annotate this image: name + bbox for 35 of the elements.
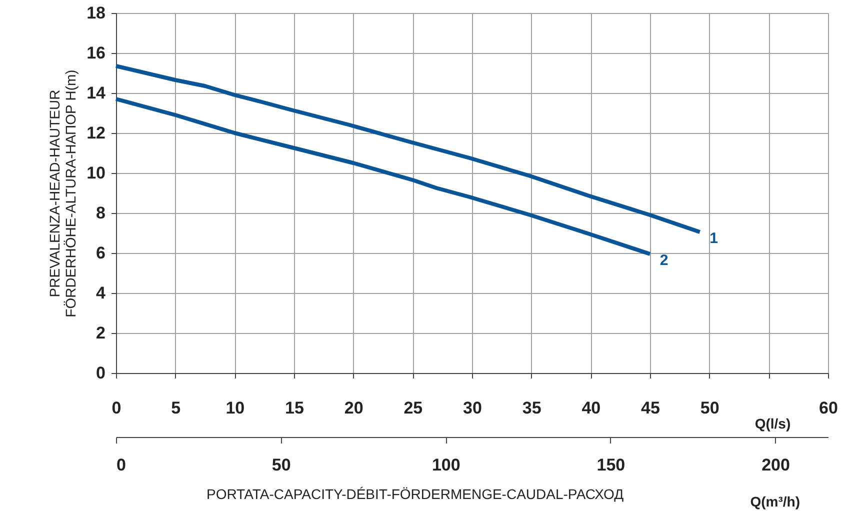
series-label: 2 [660, 252, 668, 269]
x-tick-label: 60 [819, 398, 838, 418]
x-tick-label: 30 [463, 398, 482, 418]
y-tick-label: 0 [96, 364, 106, 382]
y-tick-label: 8 [96, 204, 106, 222]
x-tick-label: 45 [641, 398, 660, 418]
x-tick-label: 25 [404, 398, 423, 418]
x-tick-label: 50 [700, 398, 720, 418]
y-tick-label: 18 [86, 4, 106, 22]
y-tick-label: 12 [86, 124, 106, 142]
y-tick-label: 6 [96, 244, 106, 262]
x2-tick-label: 150 [596, 456, 626, 474]
x-tick-label: 0 [112, 398, 122, 418]
line-series [114, 64, 702, 234]
x-tick-label: 20 [344, 398, 364, 418]
y-axis-title: PREVALENZA-HEAD-HAUTEUR FÖRDERHÖHE-ALTURA-НАПОР H(m) [46, 70, 79, 318]
y-tick-label: 16 [86, 44, 106, 62]
x-tick-label: 40 [582, 398, 601, 418]
x2-tick-label: 0 [116, 456, 126, 474]
x2-tick-label: 200 [762, 456, 790, 474]
x2-tick-label: 100 [432, 456, 460, 474]
x2-tick-label: 50 [272, 456, 291, 474]
x-tick-label: 5 [171, 398, 181, 418]
x2-axis-title: Q(m³/h) [750, 494, 800, 510]
y-tick-label: 2 [96, 324, 106, 342]
line-series [114, 97, 652, 256]
x-tick-label: 15 [285, 398, 304, 418]
text: PORTATA-CAPACITY-DÉBIT-FÖRDERMENGE-CAUDAL-РАСХОД [206, 486, 624, 502]
y-tick-label: 14 [86, 84, 106, 102]
x-tick-label: 35 [522, 398, 542, 418]
x-axis-title: Q(l/s) [754, 416, 791, 432]
y-tick-label: 4 [96, 284, 106, 302]
y-tick-label: 10 [86, 164, 106, 182]
series-label: 1 [710, 230, 718, 247]
x-tick-label: 10 [226, 398, 245, 418]
